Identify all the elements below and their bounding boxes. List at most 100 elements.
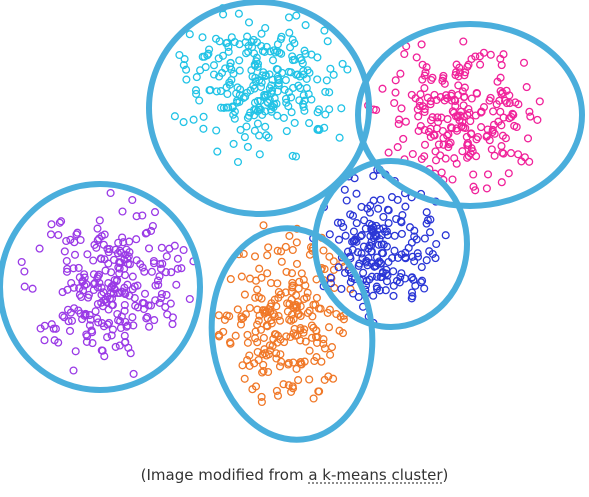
point-cyan	[298, 59, 307, 68]
point-magenta	[496, 73, 505, 82]
point-cyan	[285, 28, 294, 37]
point-purple	[148, 221, 157, 231]
point-magenta	[448, 175, 457, 184]
point-blue	[326, 273, 335, 282]
point-magenta	[522, 83, 531, 92]
point-blue	[369, 171, 378, 180]
point-purple	[54, 230, 63, 240]
point-cyan	[250, 111, 259, 120]
point-cyan	[250, 84, 259, 93]
point-orange	[253, 285, 262, 294]
point-purple	[111, 342, 120, 351]
point-magenta	[400, 49, 409, 59]
point-blue	[384, 219, 393, 228]
point-cyan	[325, 105, 334, 114]
point-blue	[407, 294, 416, 303]
point-purple	[106, 283, 115, 292]
point-magenta	[378, 84, 387, 93]
point-cyan	[222, 103, 231, 112]
point-cyan	[279, 113, 288, 122]
point-magenta	[477, 123, 486, 132]
point-cyan	[239, 93, 248, 102]
point-orange	[238, 361, 247, 370]
point-purple	[101, 266, 110, 275]
point-magenta	[498, 88, 507, 97]
point-cyan	[294, 81, 303, 90]
point-magenta	[502, 99, 511, 108]
point-cyan	[236, 125, 245, 134]
point-cyan	[270, 94, 279, 103]
point-magenta	[418, 60, 427, 69]
point-orange	[300, 357, 309, 366]
point-magenta	[499, 113, 508, 122]
point-purple	[54, 338, 63, 347]
cluster-plot	[0, 0, 585, 443]
point-cyan	[191, 86, 201, 95]
cluster-ring-magenta	[355, 21, 585, 209]
point-purple	[81, 310, 90, 319]
point-magenta	[479, 103, 489, 112]
point-purple	[113, 309, 122, 319]
point-magenta	[485, 96, 494, 105]
point-blue	[325, 230, 334, 239]
point-cyan	[288, 52, 297, 61]
point-purple	[47, 220, 56, 229]
point-orange	[231, 331, 240, 340]
caption-link[interactable]: a k-means cluster	[308, 466, 443, 484]
point-purple	[153, 276, 163, 285]
point-purple	[102, 298, 111, 307]
caption-suffix: )	[442, 466, 449, 484]
point-purple	[62, 267, 72, 276]
point-cyan	[299, 91, 308, 100]
point-purple	[139, 299, 149, 308]
point-blue	[359, 268, 368, 277]
point-magenta	[499, 149, 508, 158]
point-purple	[120, 271, 130, 280]
point-blue	[349, 227, 358, 236]
point-cyan	[209, 61, 219, 70]
point-cyan	[258, 47, 267, 56]
point-orange	[301, 281, 310, 290]
point-cyan	[260, 90, 269, 99]
point-cyan	[225, 78, 234, 87]
point-blue	[341, 231, 350, 240]
point-magenta	[420, 84, 429, 93]
point-purple	[166, 299, 175, 308]
point-magenta	[496, 87, 505, 96]
point-blue	[372, 282, 381, 291]
point-magenta	[500, 96, 510, 105]
point-cyan	[321, 87, 330, 96]
point-blue	[370, 262, 379, 271]
point-blue	[416, 278, 426, 287]
point-blue	[393, 253, 403, 262]
point-purple	[107, 268, 116, 277]
point-cyan	[293, 70, 302, 79]
point-purple	[89, 280, 98, 289]
point-purple	[74, 263, 83, 272]
point-purple	[121, 250, 130, 259]
point-purple	[20, 282, 29, 291]
point-cyan	[229, 110, 238, 119]
point-purple	[91, 307, 100, 316]
point-magenta	[418, 75, 427, 84]
point-purple	[140, 289, 150, 298]
point-orange	[305, 346, 314, 355]
point-magenta	[411, 94, 420, 103]
point-blue	[408, 252, 417, 261]
point-cyan	[209, 70, 219, 79]
point-purple	[65, 326, 75, 335]
point-blue	[348, 211, 358, 220]
point-magenta	[506, 149, 516, 158]
point-cyan	[284, 102, 293, 111]
point-orange	[288, 278, 297, 287]
point-purple	[67, 316, 77, 325]
point-orange	[262, 351, 271, 360]
point-cyan	[326, 64, 335, 73]
point-orange	[241, 310, 250, 319]
point-blue	[381, 286, 390, 295]
point-magenta	[463, 153, 472, 162]
point-blue	[400, 274, 410, 283]
point-purple	[142, 228, 151, 237]
point-purple	[114, 263, 123, 272]
point-cyan	[277, 49, 286, 58]
